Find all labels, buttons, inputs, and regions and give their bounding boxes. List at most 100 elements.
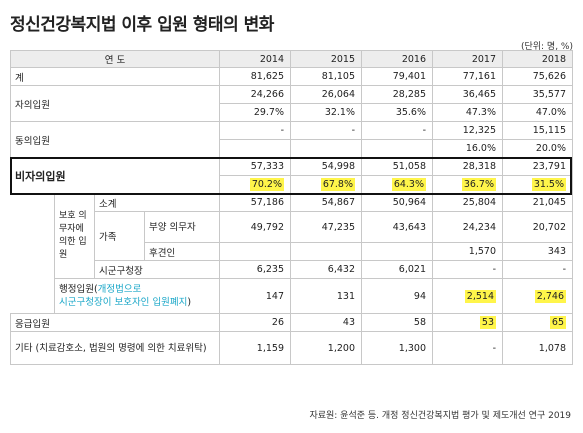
- admin-label-note1: 개정법으로: [97, 284, 142, 295]
- year-header: 연 도: [10, 50, 220, 68]
- consent-2018: 15,115: [502, 121, 573, 140]
- guardian-2014: [219, 242, 291, 261]
- support-2015: 47,235: [290, 211, 362, 243]
- total-row: 계 81,625 81,105 79,401 77,161 75,626: [10, 67, 573, 86]
- admin-label-close: ): [187, 297, 192, 308]
- other-2017: -: [432, 331, 503, 365]
- support-row: 가족 부양 의무자 49,792 47,235 43,643 24,234 20…: [11, 211, 573, 261]
- total-label: 계: [10, 67, 220, 86]
- subtotal-2017: 25,804: [432, 193, 503, 212]
- consent-row: 동의입원 - - - 12,325 15,115: [10, 121, 573, 158]
- header-row: 연 도 2014 2015 2016 2017 2018: [10, 50, 573, 68]
- mayor-2015: 6,432: [290, 260, 362, 279]
- voluntary-pct-2015: 32.1%: [290, 103, 362, 122]
- voluntary-row: 자의입원 24,266 26,064 28,285 36,465 35,577: [10, 85, 573, 122]
- guardian-row: 후견인 1,570 343: [11, 242, 573, 261]
- voluntary-pct-2017: 47.3%: [432, 103, 503, 122]
- involuntary-2014: 57,333: [219, 157, 291, 176]
- mayor-2018: -: [502, 260, 573, 279]
- admin-2016: 94: [361, 278, 433, 314]
- guardian-label: 후견인: [144, 242, 220, 261]
- admin-label: 행정입원(개정법으로 시군구청장이 보호자인 입원폐지): [54, 278, 220, 314]
- consent-2014: -: [219, 121, 291, 140]
- consent-2016: -: [361, 121, 433, 140]
- voluntary-2014: 24,266: [219, 85, 291, 104]
- subtotal-row: 보호 의무자에 의한 입원 소계 57,186 54,867 50,964 25…: [11, 193, 573, 279]
- support-2017: 24,234: [432, 211, 503, 243]
- mayor-2017: -: [432, 260, 503, 279]
- other-label: 기타 (치료감호소, 법원의 명령에 의한 치료위탁): [10, 331, 220, 365]
- involuntary-2015: 54,998: [290, 157, 362, 176]
- emergency-row: 응급입원 26 43 58 53 65: [10, 313, 573, 332]
- admin-row: 행정입원(개정법으로 시군구청장이 보호자인 입원폐지) 147 131 94 2…: [11, 278, 573, 314]
- support-2014: 49,792: [219, 211, 291, 243]
- subtotal-label: 소계: [94, 193, 220, 212]
- year-2018: 2018: [502, 50, 573, 68]
- guardian-2016: [361, 242, 433, 261]
- consent-pct-2018: 20.0%: [502, 139, 573, 158]
- subtotal-2014: 57,186: [219, 193, 291, 212]
- total-2016: 79,401: [361, 67, 433, 86]
- voluntary-2016: 28,285: [361, 85, 433, 104]
- admin-2014: 147: [219, 278, 291, 314]
- involuntary-pct-2016: 64.3%: [391, 178, 426, 191]
- support-2018: 20,702: [502, 211, 573, 243]
- consent-pct-2015: [290, 139, 362, 158]
- voluntary-2015: 26,064: [290, 85, 362, 104]
- total-2014: 81,625: [219, 67, 291, 86]
- emergency-2016: 58: [361, 313, 433, 332]
- other-2018: 1,078: [502, 331, 573, 365]
- involuntary-pct-2015: 67.8%: [320, 178, 355, 191]
- admin-2015: 131: [290, 278, 362, 314]
- year-2014: 2014: [219, 50, 291, 68]
- unit-note: (단위: 명, %): [520, 42, 573, 52]
- other-2015: 1,200: [290, 331, 362, 365]
- total-2018: 75,626: [502, 67, 573, 86]
- consent-2015: -: [290, 121, 362, 140]
- involuntary-pct-2017: 36.7%: [461, 178, 496, 191]
- involuntary-label: 비자의입원: [10, 157, 220, 194]
- other-2016: 1,300: [361, 331, 433, 365]
- guardian-2015: [290, 242, 362, 261]
- admission-table: 연 도 2014 2015 2016 2017 2018 계 81,625 81…: [10, 50, 573, 365]
- consent-pct-2016: [361, 139, 433, 158]
- involuntary-2016: 51,058: [361, 157, 433, 176]
- mayor-2014: 6,235: [219, 260, 291, 279]
- consent-pct-2014: [219, 139, 291, 158]
- total-2017: 77,161: [432, 67, 503, 86]
- mayor-label: 시군구청장: [94, 260, 220, 279]
- consent-2017: 12,325: [432, 121, 503, 140]
- emergency-2017: 53: [479, 316, 496, 329]
- year-2015: 2015: [290, 50, 362, 68]
- emergency-2015: 43: [290, 313, 362, 332]
- guardian-group-label: 보호 의무자에 의한 입원: [54, 193, 95, 279]
- involuntary-pct-2014: 70.2%: [249, 178, 284, 191]
- year-2016: 2016: [361, 50, 433, 68]
- page-title: 정신건강복지법 이후 입원 형태의 변화: [10, 15, 274, 35]
- support-2016: 43,643: [361, 211, 433, 243]
- consent-pct-2017: 16.0%: [432, 139, 503, 158]
- voluntary-pct-2016: 35.6%: [361, 103, 433, 122]
- voluntary-2017: 36,465: [432, 85, 503, 104]
- other-2014: 1,159: [219, 331, 291, 365]
- emergency-2014: 26: [219, 313, 291, 332]
- guardian-2018: 343: [502, 242, 573, 261]
- voluntary-pct-2014: 29.7%: [219, 103, 291, 122]
- emergency-2018: 65: [549, 316, 566, 329]
- guardian-2017: 1,570: [432, 242, 503, 261]
- admin-label-note2: 시군구청장이 보호자인 입원폐지: [59, 297, 188, 308]
- voluntary-2018: 35,577: [502, 85, 573, 104]
- involuntary-row: 비자의입원 57,333 54,998 51,058 28,318 23,791: [10, 157, 573, 194]
- subtotal-2016: 50,964: [361, 193, 433, 212]
- family-label: 가족: [94, 211, 145, 261]
- consent-label: 동의입원: [10, 121, 220, 158]
- involuntary-pct-2018: 31.5%: [531, 178, 566, 191]
- source-note: 자료원: 윤석준 등. 개정 정신건강복지법 평가 및 제도개선 연구 2019: [309, 411, 571, 421]
- total-2015: 81,105: [290, 67, 362, 86]
- year-2017: 2017: [432, 50, 503, 68]
- involuntary-2017: 28,318: [432, 157, 503, 176]
- mayor-2016: 6,021: [361, 260, 433, 279]
- support-label: 부양 의무자: [144, 211, 220, 243]
- other-row: 기타 (치료감호소, 법원의 명령에 의한 치료위탁) 1,159 1,200 …: [10, 331, 573, 365]
- indent-spacer: [11, 194, 55, 314]
